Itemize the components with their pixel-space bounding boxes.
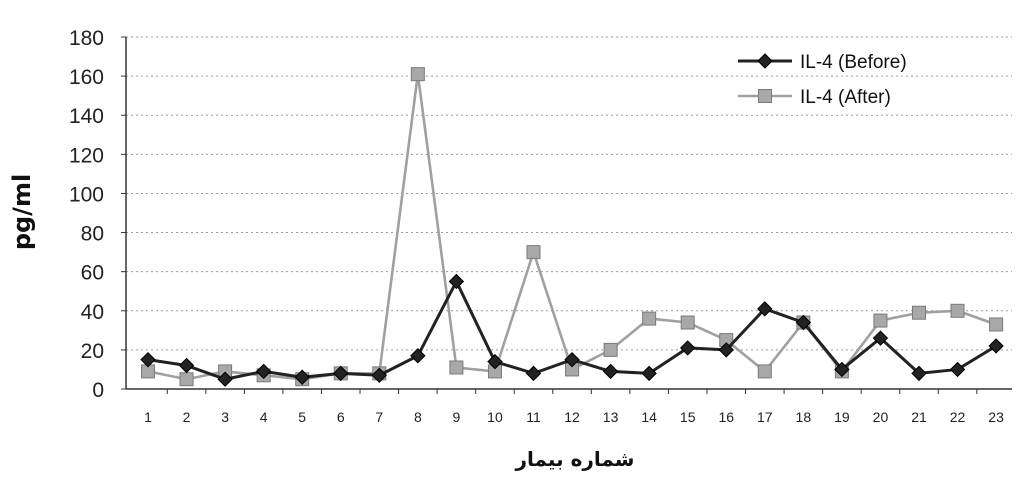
series-group xyxy=(140,67,1004,387)
data-point xyxy=(641,365,657,382)
x-tick-label: 5 xyxy=(298,409,306,425)
data-point xyxy=(988,338,1004,354)
series-line xyxy=(147,72,997,381)
x-tick-label: 3 xyxy=(221,409,229,425)
x-tick-label: 1 xyxy=(144,409,152,425)
y-tick-label: 40 xyxy=(81,301,104,324)
legend: IL-4 (Before) IL-4 (After) xyxy=(738,52,907,108)
legend-label: IL-4 (After) xyxy=(800,87,891,108)
y-tick-label: 180 xyxy=(69,27,104,50)
data-point xyxy=(757,301,773,317)
data-point xyxy=(294,369,310,385)
x-tick-label: 4 xyxy=(260,409,268,425)
x-tick-label: 10 xyxy=(487,409,503,425)
legend-marker xyxy=(758,89,772,103)
data-point xyxy=(487,353,503,370)
data-point xyxy=(255,363,272,380)
data-point xyxy=(526,245,541,260)
y-tick-label: 100 xyxy=(69,183,104,206)
data-point xyxy=(834,361,850,378)
x-tick-label: 6 xyxy=(337,409,345,425)
data-point xyxy=(912,305,926,320)
x-tick-label: 11 xyxy=(526,409,541,425)
y-axis-label: pg/ml xyxy=(8,174,36,250)
data-point xyxy=(449,360,464,375)
data-point xyxy=(989,317,1004,332)
y-tick-label: 20 xyxy=(81,340,104,363)
data-point xyxy=(873,313,888,328)
data-point xyxy=(178,357,195,374)
y-tick-label: 160 xyxy=(69,66,104,89)
data-point xyxy=(410,348,426,364)
x-tick-label: 19 xyxy=(834,409,850,425)
data-point xyxy=(642,311,657,326)
x-tick-label: 23 xyxy=(988,409,1004,425)
data-point xyxy=(525,365,542,382)
y-axis-ticks: 0 20 40 60 80 100 120 140 160 180 xyxy=(69,27,126,402)
y-tick-label: 60 xyxy=(81,262,104,285)
x-tick-label: 17 xyxy=(757,409,773,425)
x-tick-label: 9 xyxy=(453,409,461,425)
x-tick-label: 15 xyxy=(680,409,696,425)
data-point xyxy=(371,367,388,384)
y-tick-label: 0 xyxy=(92,379,104,402)
x-tick-label: 12 xyxy=(564,409,580,425)
data-point xyxy=(410,67,425,82)
data-point xyxy=(949,361,966,378)
x-tick-label: 2 xyxy=(183,409,191,425)
x-tick-label: 21 xyxy=(911,409,927,425)
x-tick-label: 16 xyxy=(718,409,734,425)
data-point xyxy=(603,342,618,357)
data-point xyxy=(564,351,580,368)
data-point xyxy=(680,315,695,330)
data-point xyxy=(333,365,349,382)
data-point xyxy=(872,330,889,346)
data-point xyxy=(718,342,734,358)
axes xyxy=(125,37,1012,390)
data-point xyxy=(179,372,194,387)
data-point xyxy=(602,363,619,380)
x-tick-label: 13 xyxy=(603,409,619,425)
x-axis-ticks: 1 2 3 4 5 6 7 8 9 10 11 12 13 14 15 16 17 18 19 20 21 22 23 xyxy=(144,389,1004,425)
legend-marker xyxy=(757,53,773,69)
x-tick-label: 22 xyxy=(950,409,966,425)
data-point xyxy=(217,371,233,387)
data-point xyxy=(757,364,772,379)
legend-label: IL-4 (Before) xyxy=(800,52,907,73)
data-point xyxy=(679,340,696,356)
data-point xyxy=(140,351,156,368)
x-tick-label: 14 xyxy=(641,409,657,425)
y-tick-label: 140 xyxy=(69,105,104,128)
x-tick-label: 7 xyxy=(375,409,383,425)
gridlines xyxy=(126,36,1012,351)
x-tick-label: 8 xyxy=(414,409,422,425)
x-axis-label: شماره بیمار xyxy=(515,447,635,471)
x-tick-label: 20 xyxy=(873,409,889,425)
x-tick-label: 18 xyxy=(796,409,812,425)
series-0 xyxy=(140,273,1004,387)
data-point xyxy=(950,303,965,318)
data-point xyxy=(795,314,812,331)
y-tick-label: 80 xyxy=(81,223,104,246)
data-point xyxy=(911,365,927,382)
y-tick-label: 120 xyxy=(69,144,104,167)
data-point xyxy=(448,273,465,290)
